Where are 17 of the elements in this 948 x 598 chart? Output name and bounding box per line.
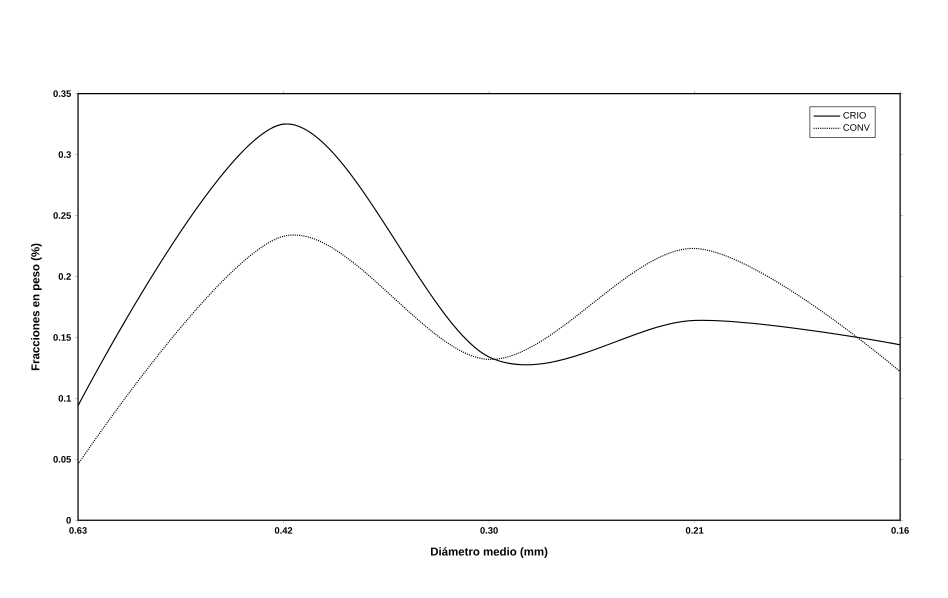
- x-axis-title: Diámetro medio (mm): [431, 546, 548, 558]
- legend-label: CRIO: [843, 112, 866, 118]
- y-tick-label: 0.35: [53, 90, 71, 97]
- legend-label: CONV: [843, 124, 870, 131]
- y-tick-label: 0.15: [53, 334, 71, 341]
- y-tick-label: 0.05: [53, 456, 71, 462]
- x-tick-label: 0.42: [274, 526, 292, 534]
- y-tick-label: 0.1: [58, 394, 71, 402]
- y-axis-title: Fracciones en peso (%): [31, 243, 42, 370]
- x-tick-label: 0.30: [480, 526, 498, 534]
- y-tick-label: 0: [66, 516, 71, 524]
- y-tick-label: 0.3: [58, 151, 71, 158]
- x-tick-label: 0.16: [891, 526, 909, 534]
- y-tick-label: 0.2: [58, 273, 71, 280]
- y-tick-label: 0.25: [53, 212, 71, 219]
- x-tick-label: 0.63: [69, 526, 87, 534]
- x-tick-label: 0.21: [686, 526, 704, 534]
